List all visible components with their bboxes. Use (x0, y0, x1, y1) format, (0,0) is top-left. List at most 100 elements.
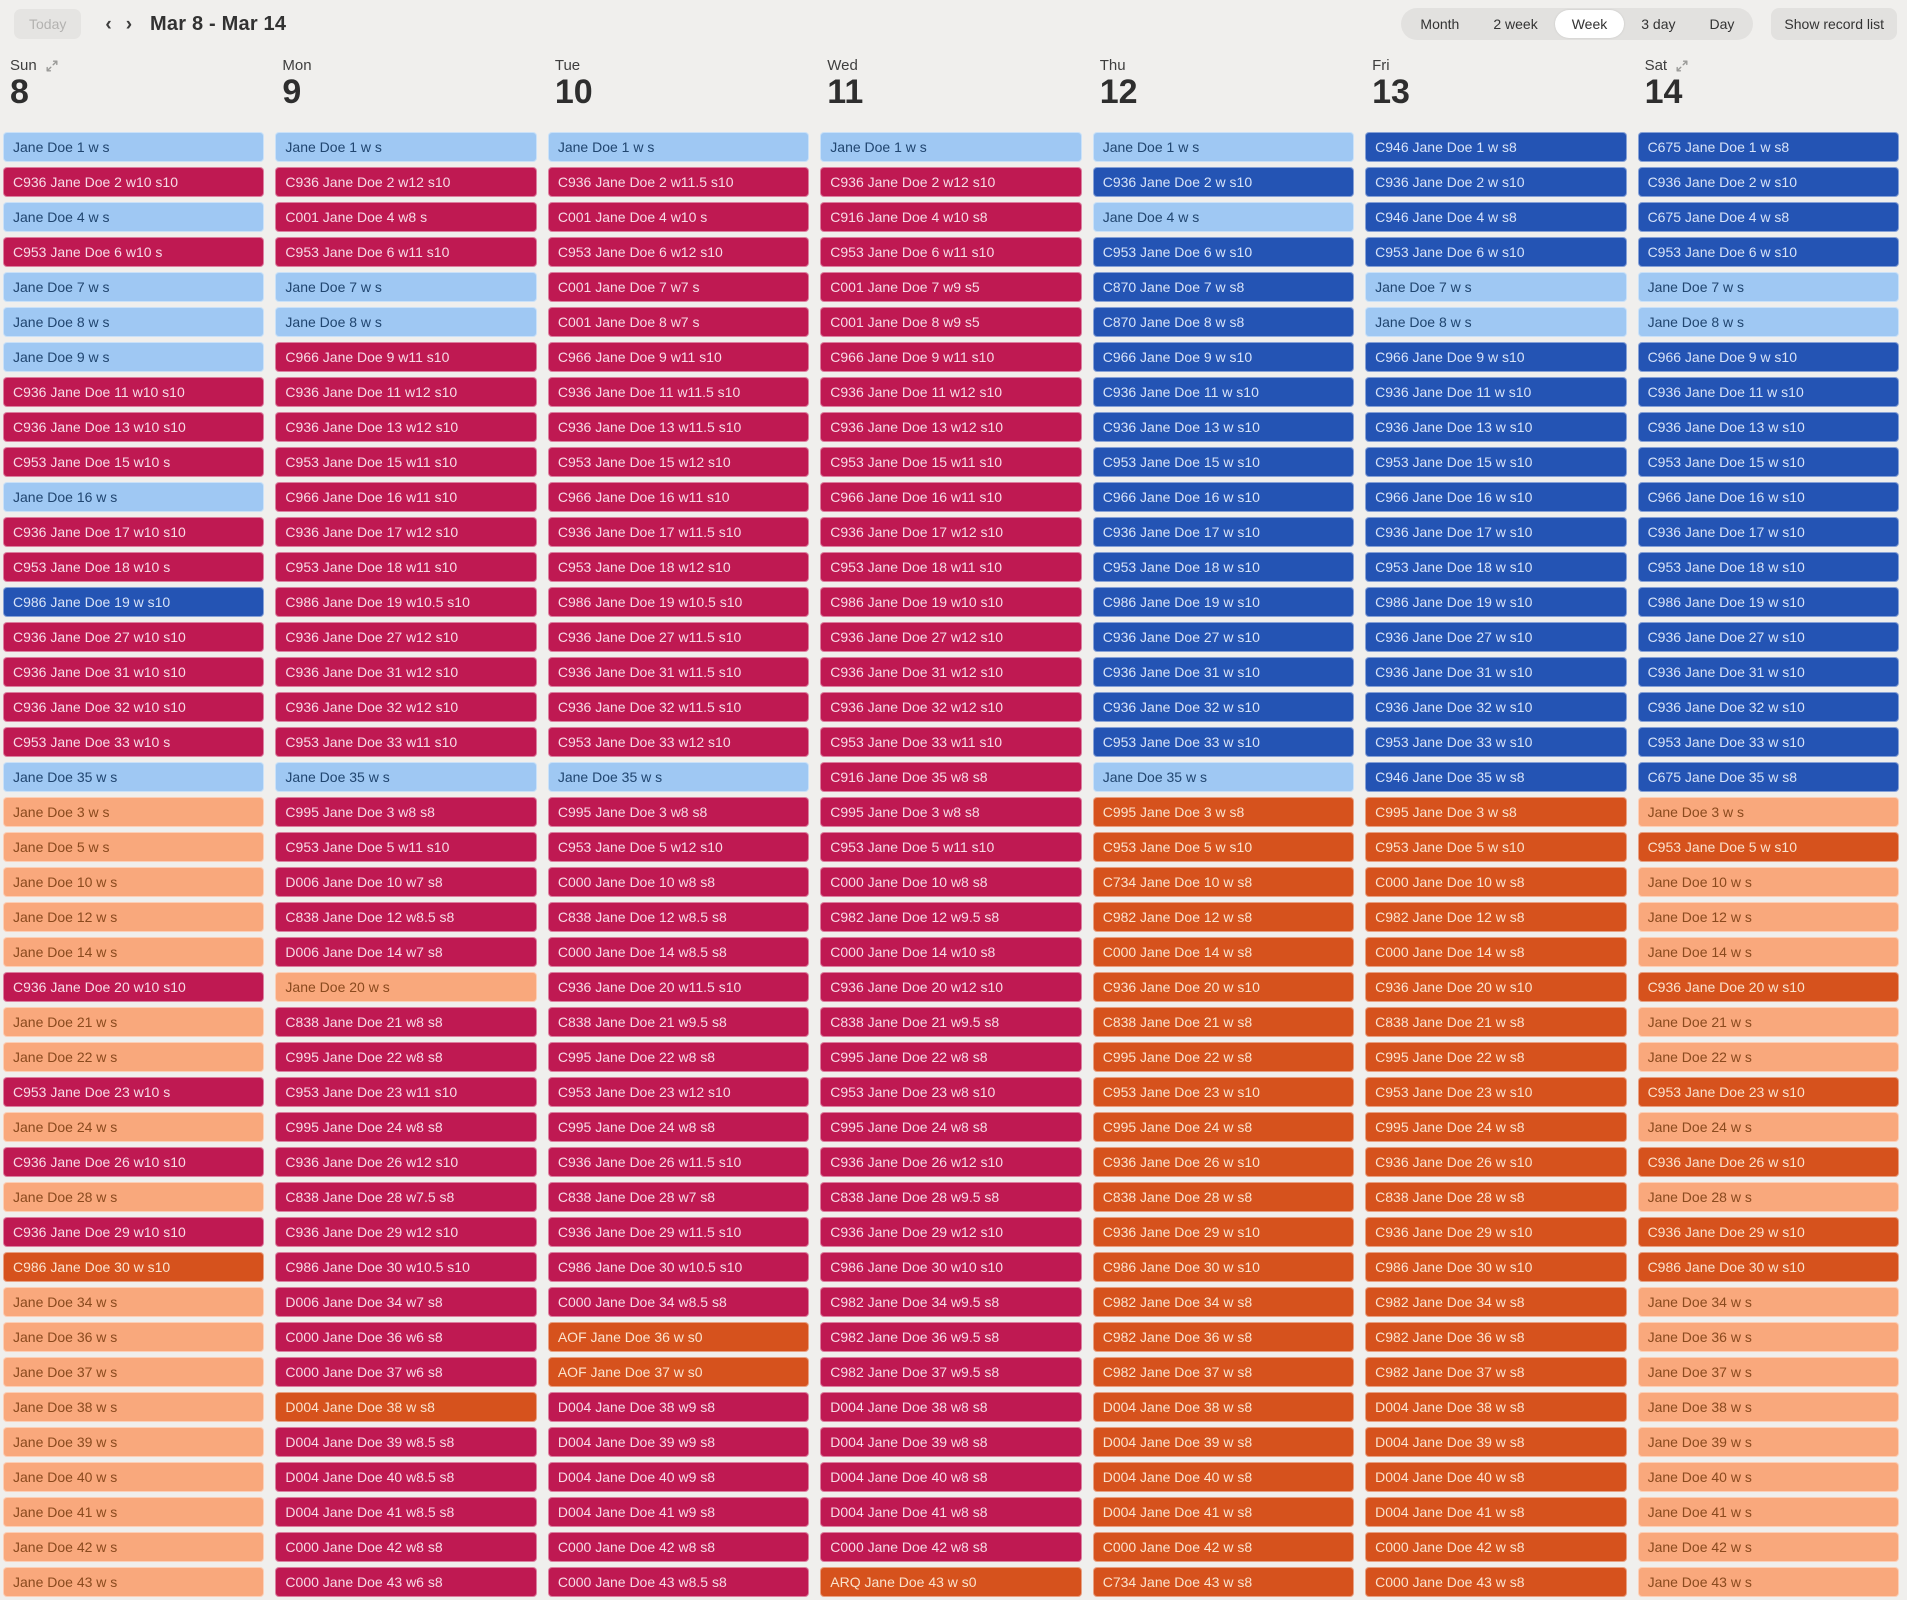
event-pill[interactable]: C838 Jane Doe 28 w7 s8 (547, 1182, 810, 1212)
event-pill[interactable]: C936 Jane Doe 13 w11.5 s10 (547, 412, 810, 442)
event-pill[interactable]: C995 Jane Doe 3 w s8 (1365, 797, 1627, 827)
event-pill[interactable]: C995 Jane Doe 3 w s8 (1092, 797, 1355, 827)
event-pill[interactable]: D004 Jane Doe 41 w8.5 s8 (275, 1497, 537, 1527)
event-pill[interactable]: C000 Jane Doe 10 w8 s8 (547, 867, 810, 897)
view-tab-3-day[interactable]: 3 day (1624, 10, 1692, 38)
event-pill[interactable]: C000 Jane Doe 10 w8 s8 (820, 867, 1082, 897)
event-pill[interactable]: C966 Jane Doe 16 w11 s10 (275, 482, 537, 512)
event-pill[interactable]: C936 Jane Doe 13 w10 s10 (3, 412, 265, 442)
event-pill[interactable]: Jane Doe 14 w s (1637, 937, 1899, 967)
event-pill[interactable]: C000 Jane Doe 14 w10 s8 (820, 937, 1082, 967)
event-pill[interactable]: C936 Jane Doe 13 w s10 (1092, 412, 1355, 442)
event-pill[interactable]: C001 Jane Doe 7 w9 s5 (820, 272, 1082, 302)
event-pill[interactable]: C953 Jane Doe 18 w s10 (1365, 552, 1627, 582)
event-pill[interactable]: C995 Jane Doe 3 w8 s8 (820, 797, 1082, 827)
event-pill[interactable]: Jane Doe 22 w s (3, 1042, 265, 1072)
event-pill[interactable]: D004 Jane Doe 41 w8 s8 (820, 1497, 1082, 1527)
event-pill[interactable]: C936 Jane Doe 17 w s10 (1637, 517, 1899, 547)
event-pill[interactable]: C936 Jane Doe 2 w s10 (1365, 167, 1627, 197)
event-pill[interactable]: C995 Jane Doe 3 w8 s8 (275, 797, 537, 827)
event-pill[interactable]: C936 Jane Doe 2 w10 s10 (3, 167, 265, 197)
event-pill[interactable]: C953 Jane Doe 6 w11 s10 (275, 237, 537, 267)
event-pill[interactable]: C838 Jane Doe 28 w s8 (1365, 1182, 1627, 1212)
event-pill[interactable]: C966 Jane Doe 16 w s10 (1092, 482, 1355, 512)
event-pill[interactable]: Jane Doe 8 w s (275, 307, 537, 337)
event-pill[interactable]: C995 Jane Doe 24 w8 s8 (547, 1112, 810, 1142)
event-pill[interactable]: C982 Jane Doe 12 w9.5 s8 (820, 902, 1082, 932)
event-pill[interactable]: C936 Jane Doe 31 w12 s10 (275, 657, 537, 687)
event-pill[interactable]: AOF Jane Doe 37 w s0 (547, 1357, 810, 1387)
event-pill[interactable]: C936 Jane Doe 11 w s10 (1637, 377, 1899, 407)
event-pill[interactable]: Jane Doe 8 w s (1637, 307, 1899, 337)
event-pill[interactable]: Jane Doe 24 w s (1637, 1112, 1899, 1142)
event-pill[interactable]: D004 Jane Doe 39 w s8 (1365, 1427, 1627, 1457)
event-pill[interactable]: C936 Jane Doe 20 w10 s10 (3, 972, 265, 1002)
event-pill[interactable]: C675 Jane Doe 4 w s8 (1637, 202, 1899, 232)
event-pill[interactable]: C953 Jane Doe 5 w s10 (1365, 832, 1627, 862)
event-pill[interactable]: C936 Jane Doe 29 w s10 (1637, 1217, 1899, 1247)
event-pill[interactable]: Jane Doe 34 w s (1637, 1287, 1899, 1317)
event-pill[interactable]: C936 Jane Doe 32 w12 s10 (275, 692, 537, 722)
event-pill[interactable]: C953 Jane Doe 6 w10 s (3, 237, 265, 267)
event-pill[interactable]: C936 Jane Doe 29 w10 s10 (3, 1217, 265, 1247)
event-pill[interactable]: Jane Doe 1 w s (1092, 132, 1355, 162)
event-pill[interactable]: D004 Jane Doe 38 w s8 (275, 1392, 537, 1422)
event-pill[interactable]: C000 Jane Doe 14 w s8 (1092, 937, 1355, 967)
event-pill[interactable]: C953 Jane Doe 18 w11 s10 (275, 552, 537, 582)
event-pill[interactable]: D006 Jane Doe 10 w7 s8 (275, 867, 537, 897)
expand-day-icon[interactable] (1675, 59, 1689, 73)
event-pill[interactable]: D004 Jane Doe 40 w s8 (1092, 1462, 1355, 1492)
event-pill[interactable]: Jane Doe 20 w s (275, 972, 537, 1002)
event-pill[interactable]: Jane Doe 1 w s (820, 132, 1082, 162)
event-pill[interactable]: C986 Jane Doe 30 w s10 (1365, 1252, 1627, 1282)
event-pill[interactable]: Jane Doe 5 w s (3, 832, 265, 862)
event-pill[interactable]: C838 Jane Doe 28 w7.5 s8 (275, 1182, 537, 1212)
event-pill[interactable]: C838 Jane Doe 12 w8.5 s8 (275, 902, 537, 932)
event-pill[interactable]: Jane Doe 42 w s (3, 1532, 265, 1562)
event-pill[interactable]: C982 Jane Doe 12 w s8 (1092, 902, 1355, 932)
event-pill[interactable]: C953 Jane Doe 18 w s10 (1637, 552, 1899, 582)
event-pill[interactable]: D004 Jane Doe 39 w9 s8 (547, 1427, 810, 1457)
event-pill[interactable]: C953 Jane Doe 5 w12 s10 (547, 832, 810, 862)
event-pill[interactable]: C986 Jane Doe 30 w10.5 s10 (275, 1252, 537, 1282)
event-pill[interactable]: C953 Jane Doe 23 w10 s (3, 1077, 265, 1107)
event-pill[interactable]: C982 Jane Doe 37 w s8 (1365, 1357, 1627, 1387)
event-pill[interactable]: C995 Jane Doe 24 w8 s8 (820, 1112, 1082, 1142)
event-pill[interactable]: C953 Jane Doe 15 w s10 (1637, 447, 1899, 477)
event-pill[interactable]: C936 Jane Doe 26 w12 s10 (275, 1147, 537, 1177)
event-pill[interactable]: C953 Jane Doe 15 w12 s10 (547, 447, 810, 477)
event-pill[interactable]: Jane Doe 12 w s (1637, 902, 1899, 932)
event-pill[interactable]: C936 Jane Doe 27 w10 s10 (3, 622, 265, 652)
show-record-list-button[interactable]: Show record list (1771, 8, 1897, 40)
event-pill[interactable]: Jane Doe 35 w s (547, 762, 810, 792)
event-pill[interactable]: C936 Jane Doe 29 w s10 (1092, 1217, 1355, 1247)
event-pill[interactable]: C982 Jane Doe 34 w9.5 s8 (820, 1287, 1082, 1317)
event-pill[interactable]: C000 Jane Doe 34 w8.5 s8 (547, 1287, 810, 1317)
event-pill[interactable]: C000 Jane Doe 43 w6 s8 (275, 1567, 537, 1597)
event-pill[interactable]: C936 Jane Doe 27 w s10 (1637, 622, 1899, 652)
event-pill[interactable]: C936 Jane Doe 20 w s10 (1092, 972, 1355, 1002)
event-pill[interactable]: C995 Jane Doe 3 w8 s8 (547, 797, 810, 827)
event-pill[interactable]: C734 Jane Doe 10 w s8 (1092, 867, 1355, 897)
event-pill[interactable]: Jane Doe 7 w s (275, 272, 537, 302)
event-pill[interactable]: C936 Jane Doe 17 w12 s10 (820, 517, 1082, 547)
event-pill[interactable]: C936 Jane Doe 13 w12 s10 (275, 412, 537, 442)
event-pill[interactable]: C936 Jane Doe 27 w12 s10 (820, 622, 1082, 652)
event-pill[interactable]: D004 Jane Doe 39 w8 s8 (820, 1427, 1082, 1457)
event-pill[interactable]: C936 Jane Doe 2 w s10 (1092, 167, 1355, 197)
event-pill[interactable]: C936 Jane Doe 27 w11.5 s10 (547, 622, 810, 652)
event-pill[interactable]: C953 Jane Doe 15 w s10 (1365, 447, 1627, 477)
event-pill[interactable]: C953 Jane Doe 33 w11 s10 (275, 727, 537, 757)
event-pill[interactable]: C995 Jane Doe 22 w8 s8 (820, 1042, 1082, 1072)
event-pill[interactable]: C946 Jane Doe 4 w s8 (1365, 202, 1627, 232)
event-pill[interactable]: C982 Jane Doe 34 w s8 (1092, 1287, 1355, 1317)
event-pill[interactable]: Jane Doe 35 w s (3, 762, 265, 792)
event-pill[interactable]: C986 Jane Doe 30 w s10 (1637, 1252, 1899, 1282)
event-pill[interactable]: Jane Doe 43 w s (1637, 1567, 1899, 1597)
event-pill[interactable]: C936 Jane Doe 29 w11.5 s10 (547, 1217, 810, 1247)
event-pill[interactable]: C936 Jane Doe 32 w12 s10 (820, 692, 1082, 722)
event-pill[interactable]: C838 Jane Doe 21 w9.5 s8 (547, 1007, 810, 1037)
event-pill[interactable]: AOF Jane Doe 36 w s0 (547, 1322, 810, 1352)
event-pill[interactable]: C936 Jane Doe 17 w10 s10 (3, 517, 265, 547)
event-pill[interactable]: Jane Doe 12 w s (3, 902, 265, 932)
